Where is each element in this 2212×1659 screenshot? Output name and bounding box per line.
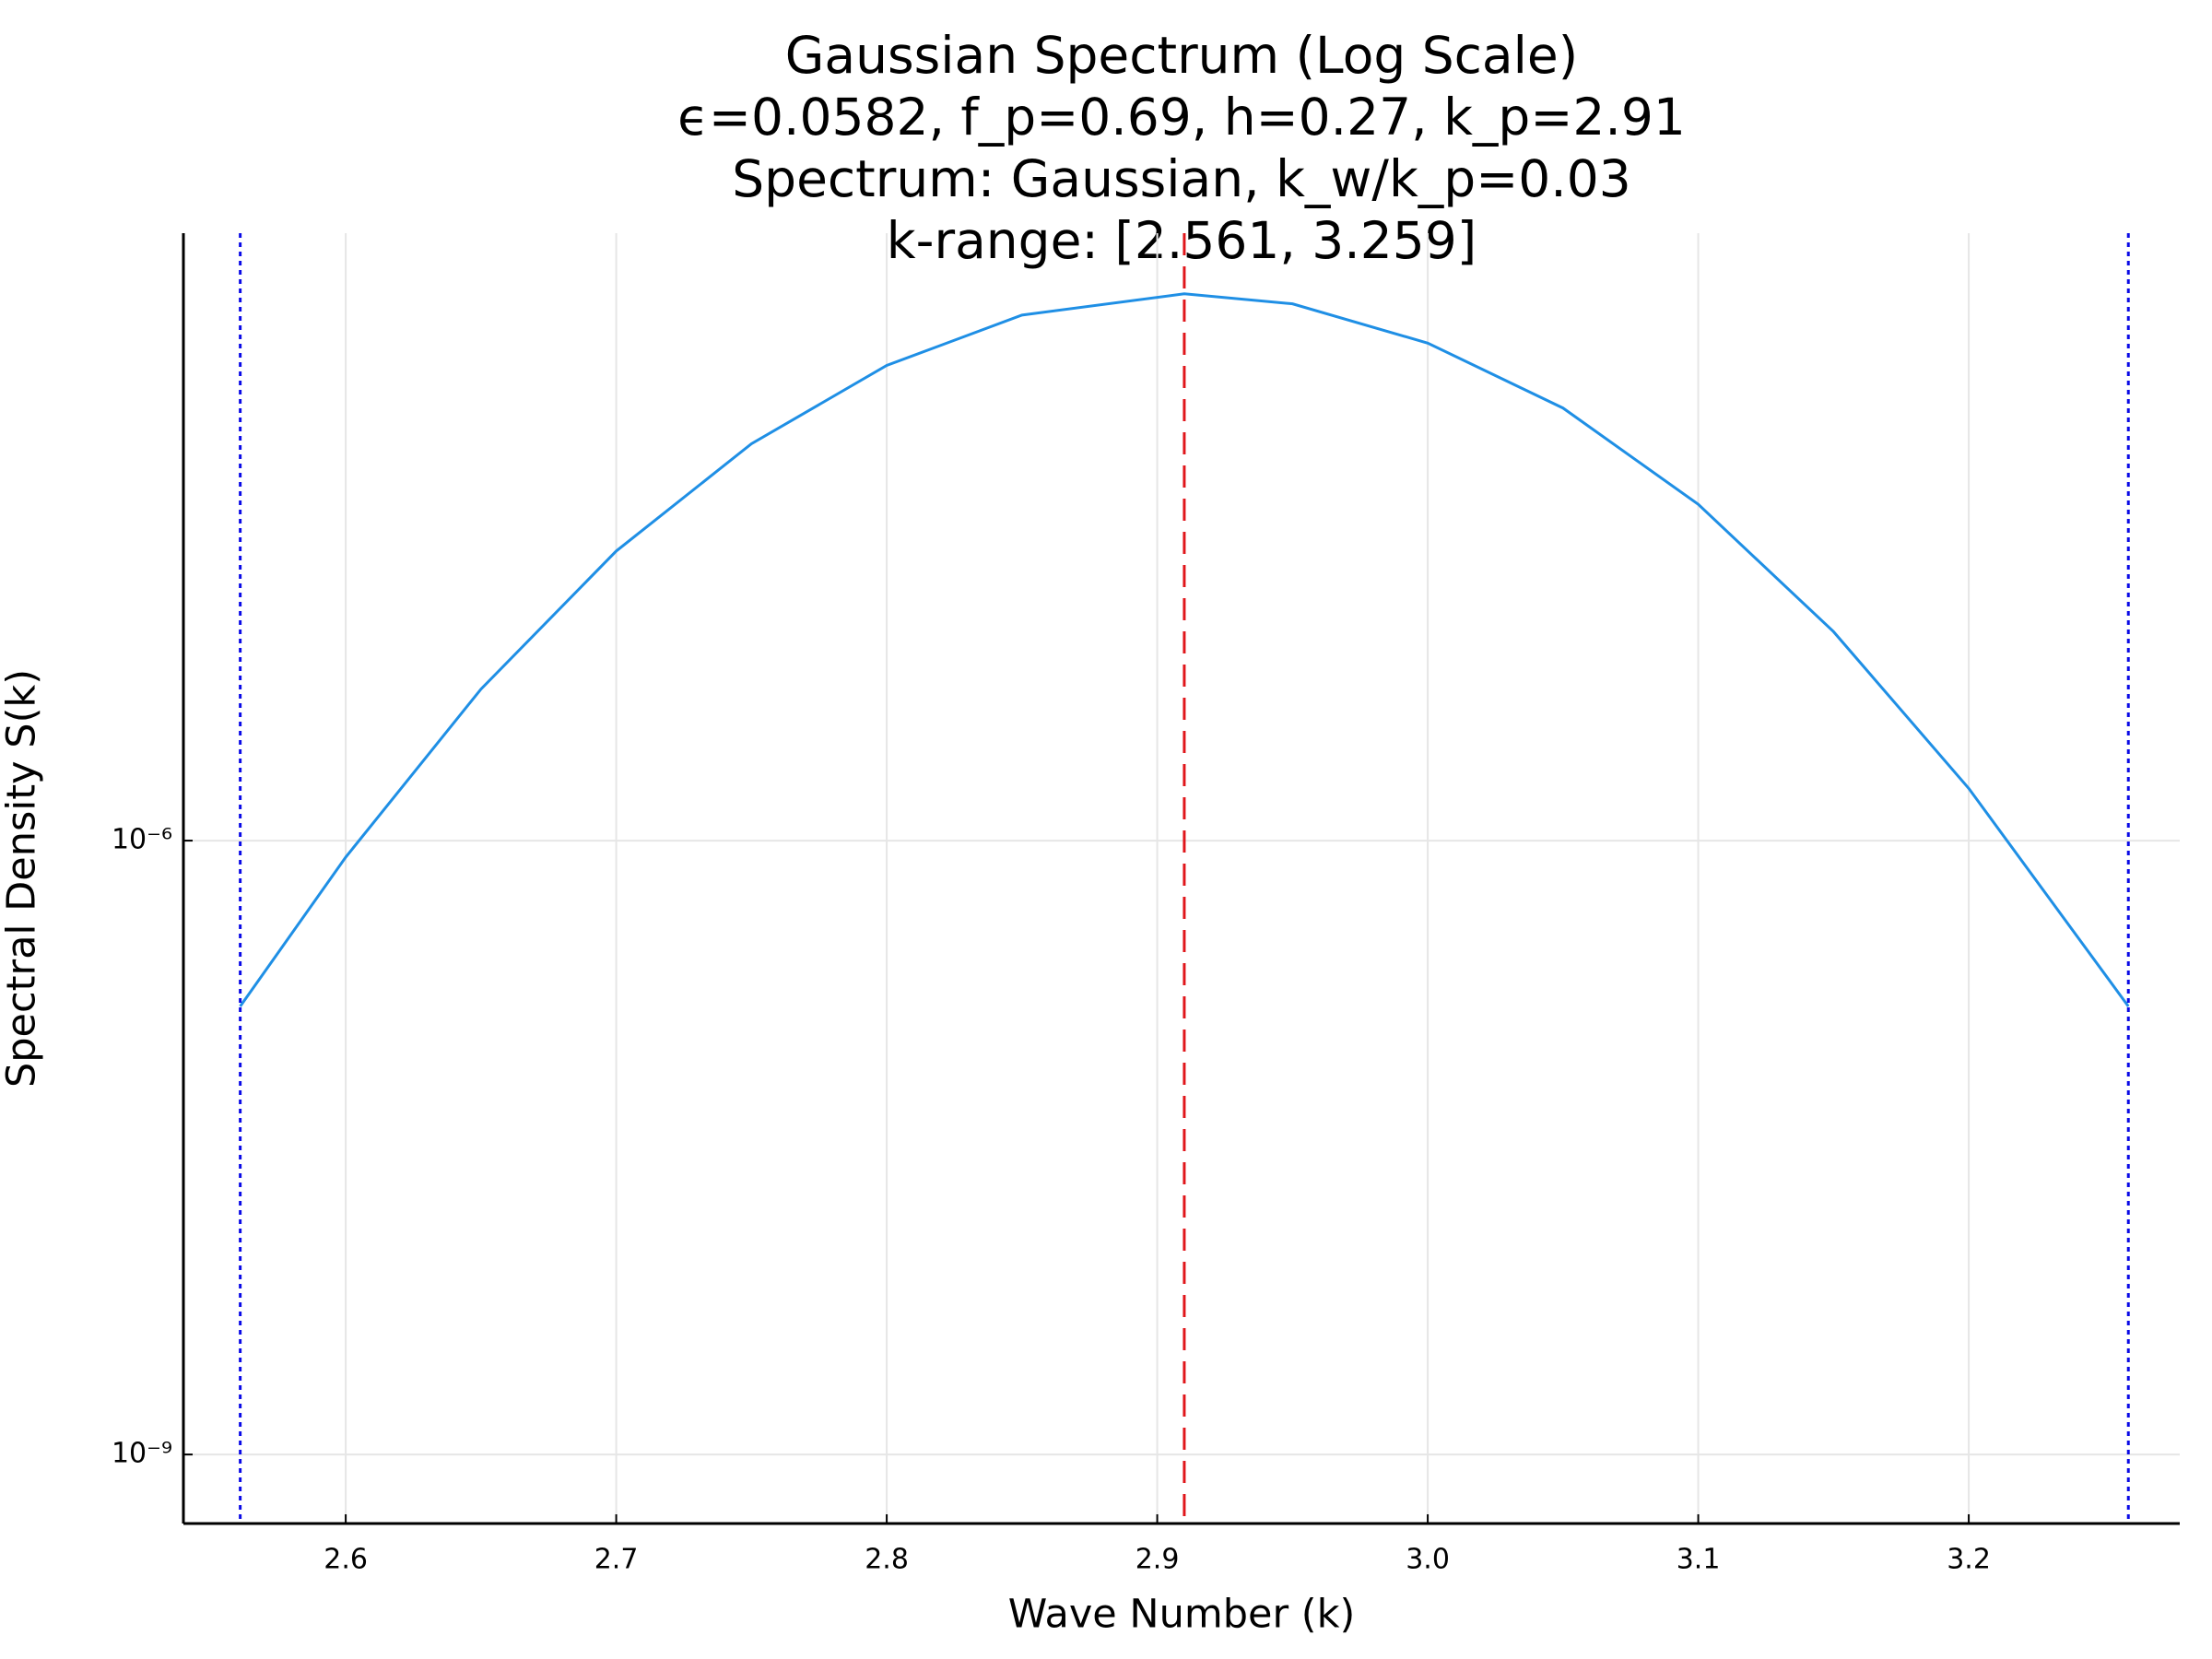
x-tick-label: 2.6 <box>324 1544 368 1576</box>
x-tick-label: 3.0 <box>1406 1544 1450 1576</box>
chart-subtitle: Spectrum: Gaussian, k_w/k_p=0.03 <box>732 149 1631 208</box>
chart-subtitle: ϵ=0.0582, f_p=0.69, h=0.27, k_p=2.91 <box>677 88 1686 147</box>
x-tick-label: 3.1 <box>1677 1544 1721 1576</box>
line-series <box>239 292 2130 1007</box>
chart-title: Gaussian Spectrum (Log Scale) <box>785 26 1578 85</box>
x-tick-label: 3.2 <box>1947 1544 1991 1576</box>
x-tick-label: 2.8 <box>865 1544 909 1576</box>
chart-subtitle: k-range: [2.561, 3.259] <box>887 211 1477 270</box>
y-tick-label: 10⁻⁶ <box>112 824 172 856</box>
x-axis-label: Wave Number (k) <box>1008 1592 1356 1638</box>
x-tick-label: 2.9 <box>1135 1544 1180 1576</box>
y-tick-label: 10⁻⁹ <box>112 1438 172 1470</box>
x-tick-label: 2.7 <box>594 1544 639 1576</box>
y-axis-label: Spectral Density S(k) <box>0 669 45 1088</box>
